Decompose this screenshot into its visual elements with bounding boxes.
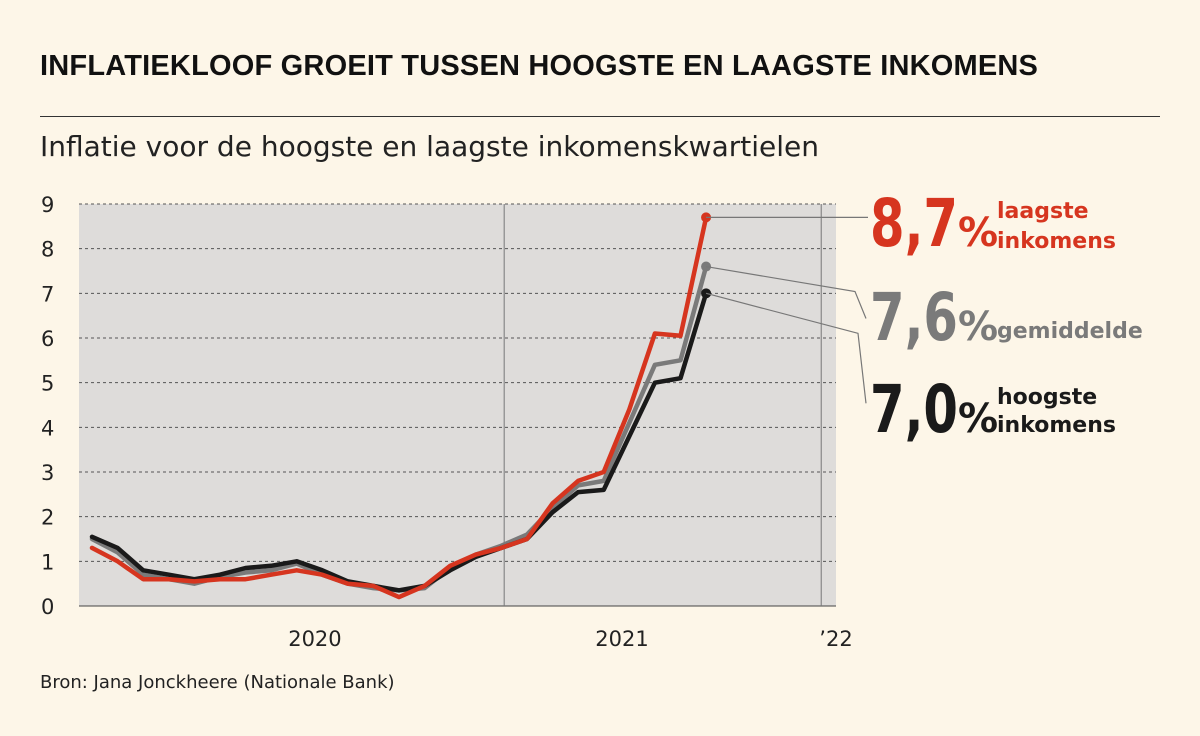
end-value: 7,6 <box>870 279 958 356</box>
y-tick-label: 5 <box>41 372 54 396</box>
y-tick-label: 1 <box>41 550 54 574</box>
leader-line <box>705 265 867 319</box>
y-axis: 0 1 2 3 4 5 6 7 8 9 <box>41 193 54 619</box>
x-axis: 2020 2021 ’22 <box>288 627 852 651</box>
end-label-line1: hoogste <box>997 385 1097 410</box>
y-tick-label: 0 <box>41 595 54 619</box>
end-unit: % <box>958 396 998 442</box>
source-note: Bron: Jana Jonckheere (Nationale Bank) <box>40 672 395 693</box>
end-label-line1: gemiddelde <box>997 319 1143 344</box>
y-tick-label: 3 <box>41 461 54 485</box>
y-tick-label: 2 <box>41 506 54 530</box>
leader-line <box>705 292 867 404</box>
x-tick-label: 2020 <box>288 627 341 651</box>
y-tick-label: 4 <box>41 416 54 440</box>
series-line-0 <box>89 215 709 600</box>
year-dividers <box>503 204 822 606</box>
x-tick-label: 2021 <box>595 627 648 651</box>
y-tick-label: 7 <box>41 282 54 306</box>
plot-area <box>79 204 836 606</box>
end-value: 7,0 <box>870 371 958 448</box>
end-label-line2: inkomens <box>997 413 1116 438</box>
end-unit: % <box>958 304 998 350</box>
series-lines <box>89 215 709 600</box>
end-unit: % <box>958 210 998 256</box>
end-label-line1: laagste <box>997 199 1089 224</box>
chart-subtitle: Inflatie voor de hoogste en laagste inko… <box>40 130 819 163</box>
x-tick-label: ’22 <box>819 627 852 651</box>
end-value: 8,7 <box>870 185 958 262</box>
y-tick-label: 8 <box>41 238 54 262</box>
title-divider <box>40 116 1160 117</box>
y-tick-label: 9 <box>41 193 54 217</box>
chart-title: INFLATIEKLOOF GROEIT TUSSEN HOOGSTE EN L… <box>40 50 1039 82</box>
end-label-line2: inkomens <box>997 229 1116 254</box>
y-tick-label: 6 <box>41 327 54 351</box>
